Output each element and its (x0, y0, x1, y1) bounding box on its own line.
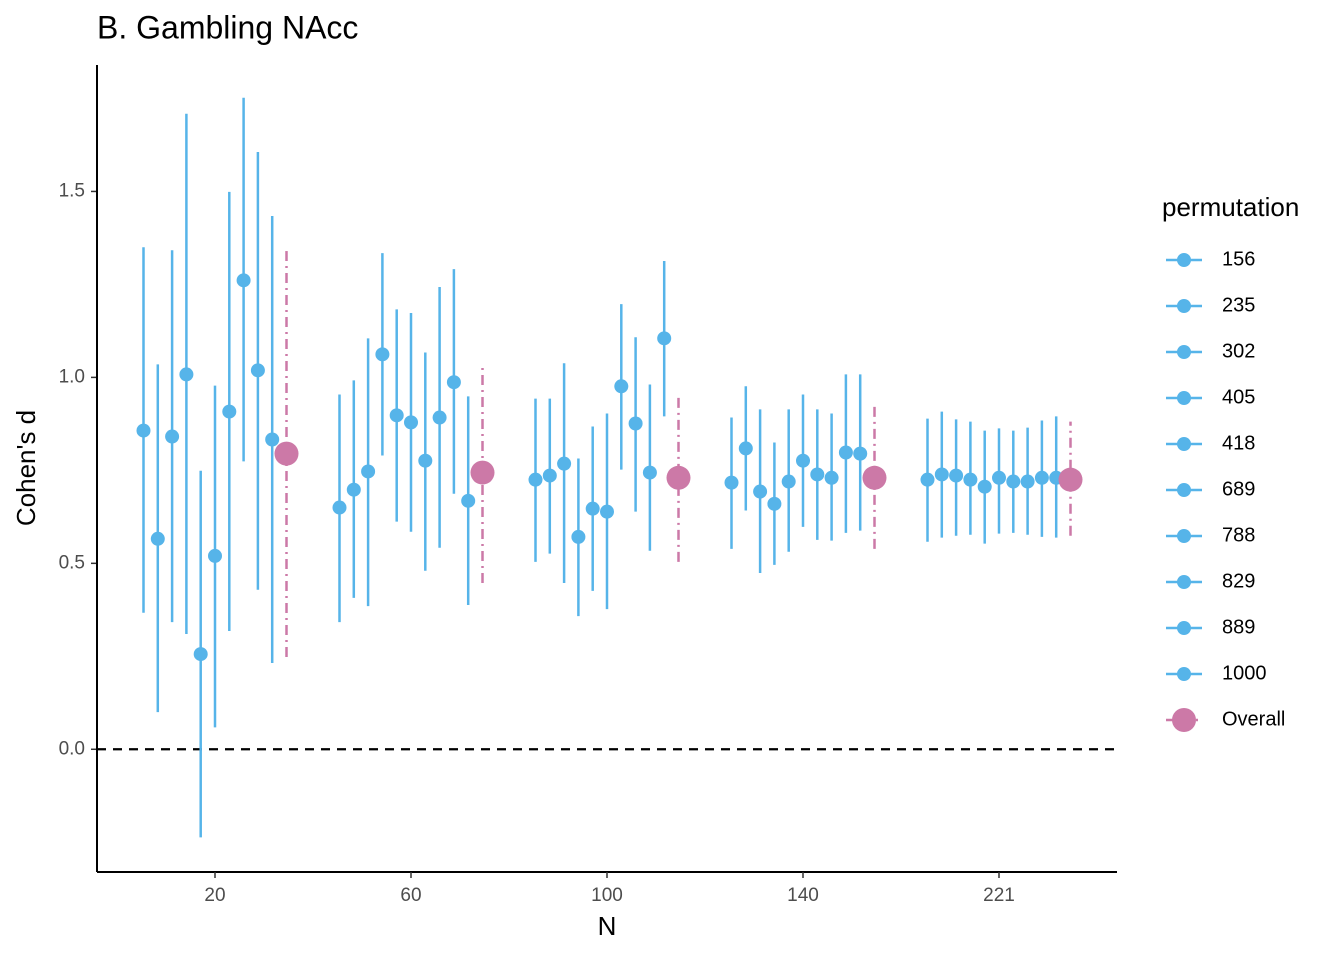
point (528, 472, 543, 487)
legend-label: Overall (1222, 708, 1285, 730)
x-tick-label: 100 (591, 885, 623, 906)
x-tick-label: 221 (983, 885, 1015, 906)
legend-marker (1177, 529, 1191, 543)
point (810, 467, 825, 482)
point (992, 470, 1006, 485)
chart-title: B. Gambling NAcc (97, 9, 358, 45)
legend-marker (1177, 345, 1191, 359)
point (470, 460, 495, 485)
y-axis-label: Cohen's d (11, 410, 41, 526)
legend-label: 302 (1222, 340, 1255, 362)
point (642, 465, 657, 480)
point (404, 415, 418, 430)
legend-marker (1177, 483, 1191, 497)
point (557, 456, 572, 471)
point (657, 331, 672, 346)
y-tick-label: 0.5 (59, 552, 85, 573)
legend-label: 405 (1222, 386, 1255, 408)
point (208, 548, 222, 563)
point (461, 493, 476, 508)
legend-marker (1172, 708, 1196, 732)
legend-marker (1177, 667, 1191, 681)
point (375, 347, 390, 362)
legend-label: 156 (1222, 248, 1255, 270)
point (614, 379, 629, 394)
legend-label: 418 (1222, 432, 1255, 454)
legend-label: 829 (1222, 570, 1255, 592)
x-tick-label: 20 (204, 885, 225, 906)
point (838, 445, 853, 460)
point (934, 467, 949, 482)
legend-marker (1177, 299, 1191, 313)
x-tick-label: 60 (400, 885, 421, 906)
legend-marker (1177, 253, 1191, 267)
point (767, 496, 782, 511)
point (542, 468, 557, 483)
point (738, 441, 753, 456)
point (824, 470, 839, 485)
point (949, 468, 964, 483)
point (977, 479, 992, 494)
point (332, 500, 347, 515)
point (571, 529, 586, 544)
legend-marker (1177, 575, 1191, 589)
point (165, 429, 180, 444)
point (418, 453, 433, 468)
point (600, 504, 614, 519)
point (274, 441, 299, 466)
point (862, 465, 887, 490)
legend-marker (1177, 437, 1191, 451)
point (250, 363, 265, 378)
point (446, 375, 461, 390)
legend-label: 1000 (1222, 662, 1267, 684)
y-tick-label: 0.0 (59, 738, 85, 759)
legend-marker (1177, 621, 1191, 635)
legend-label: 788 (1222, 524, 1255, 546)
point (724, 475, 739, 490)
point (1058, 467, 1083, 492)
point (389, 408, 404, 423)
legend-title: permutation (1162, 192, 1299, 222)
point (193, 647, 208, 662)
point (628, 416, 643, 431)
point (346, 482, 361, 497)
point (753, 484, 768, 499)
point (179, 367, 194, 382)
legend-label: 689 (1222, 478, 1255, 500)
point (236, 273, 251, 288)
point (222, 404, 237, 419)
x-axis-label: N (598, 911, 617, 941)
point (963, 472, 978, 487)
y-tick-label: 1.5 (59, 180, 85, 201)
legend-marker (1177, 391, 1191, 405)
point (796, 453, 810, 468)
point (136, 423, 151, 438)
point (666, 465, 691, 490)
point (585, 501, 600, 516)
point (265, 432, 280, 447)
legend-label: 889 (1222, 616, 1255, 638)
point (432, 410, 447, 425)
point (1034, 470, 1049, 485)
point (853, 446, 868, 461)
point (920, 472, 935, 487)
point (150, 531, 165, 546)
x-tick-label: 140 (787, 885, 819, 906)
legend-label: 235 (1222, 294, 1255, 316)
y-tick-label: 1.0 (59, 366, 85, 387)
point (781, 474, 796, 489)
point (1006, 474, 1021, 489)
point (1020, 474, 1035, 489)
point (361, 464, 376, 479)
